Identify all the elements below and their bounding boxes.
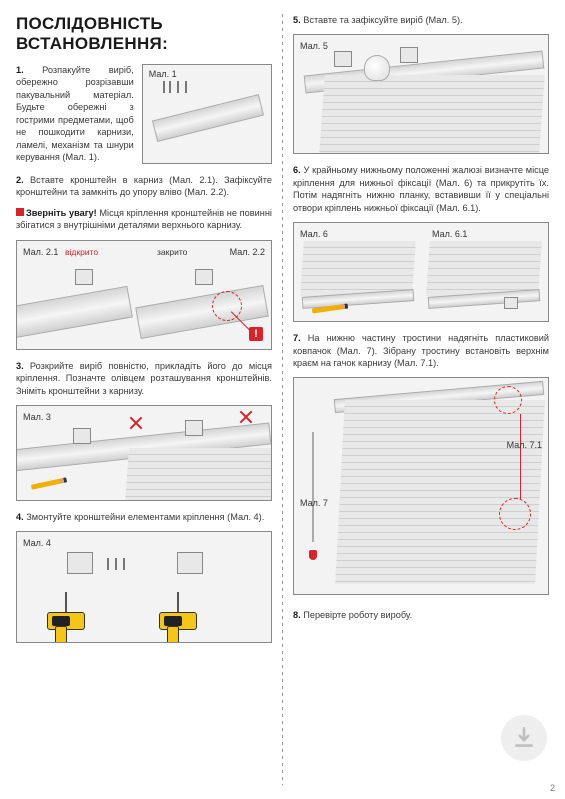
blinds-61 (426, 241, 542, 296)
rail-left (16, 286, 133, 338)
step-8-num: 8. (293, 610, 301, 620)
pencil-3 (31, 477, 67, 489)
red-x-b (239, 410, 253, 424)
wand-cap (309, 550, 317, 560)
step-1-body: Розпакуйте виріб, обережно розрізавши па… (16, 65, 134, 162)
step-1-num: 1. (16, 65, 24, 75)
step-7-text: 7. На нижню частину тростини надягніть п… (293, 332, 549, 369)
wand-rod (312, 432, 314, 542)
step-6-body: У крайньому нижньому положенні жалюзі ви… (293, 165, 549, 212)
figure-open-label: відкрито (65, 247, 98, 257)
figure-4: Мал. 4 (16, 531, 272, 643)
step-5-num: 5. (293, 15, 301, 25)
figure-3: Мал. 3 (16, 405, 272, 501)
rail-graphic (152, 94, 264, 142)
step-5-text: 5. Вставте та зафіксуйте виріб (Мал. 5). (293, 14, 549, 26)
step-7-num: 7. (293, 333, 301, 343)
figure-1: Мал. 1 (142, 64, 272, 164)
blinds-5 (319, 75, 544, 153)
red-x-a (129, 416, 143, 430)
screws-graphic (163, 81, 203, 101)
figure-4-label: Мал. 4 (23, 538, 51, 548)
callout-71-line (520, 414, 521, 500)
step-3-num: 3. (16, 361, 24, 371)
figure-7: Мал. 7 Мал. 7.1 (293, 377, 549, 595)
left-column: ПОСЛІДОВНІСТЬ ВСТАНОВЛЕННЯ: 1. Розпакуйт… (16, 14, 282, 785)
figure-2: Мал. 2.1 відкрито закрито Мал. 2.2 ! (16, 240, 272, 350)
step-4-body: Змонтуйте кронштейни елементами кріпленн… (26, 512, 264, 522)
bracket-closed (195, 269, 213, 285)
exclamation-badge: ! (249, 327, 263, 341)
step-6-text: 6. У крайньому нижньому положенні жалюзі… (293, 164, 549, 214)
step-5-body: Вставте та зафіксуйте виріб (Мал. 5). (303, 15, 462, 25)
page: ПОСЛІДОВНІСТЬ ВСТАНОВЛЕННЯ: 1. Розпакуйт… (0, 0, 565, 799)
bracket-3a (73, 428, 91, 444)
figure-21-label: Мал. 2.1 (23, 247, 58, 257)
blinds-7 (335, 400, 545, 584)
drill-b (159, 600, 209, 640)
blinds-3 (125, 448, 272, 501)
bracket-4b (177, 552, 203, 574)
download-watermark (501, 715, 547, 761)
figure-1-label: Мал. 1 (149, 69, 177, 79)
bracket-4a (67, 552, 93, 574)
hand-5 (364, 55, 390, 81)
step-2-num: 2. (16, 175, 24, 185)
step-6-num: 6. (293, 165, 301, 175)
step-1-text: 1. Розпакуйте виріб, обережно розрізавши… (16, 64, 134, 163)
figure-22-label: Мал. 2.2 (230, 247, 265, 257)
bracket-open (75, 269, 93, 285)
blinds-6 (300, 241, 416, 296)
drill-a (47, 600, 97, 640)
step-3-body: Розкрийте виріб повністю, прикладіть йог… (16, 361, 272, 396)
page-title: ПОСЛІДОВНІСТЬ ВСТАНОВЛЕННЯ: (16, 14, 272, 54)
bottom-clip (504, 297, 518, 309)
figure-closed-label: закрито (157, 247, 187, 257)
figure-6: Мал. 6 Мал. 6.1 (293, 222, 549, 322)
page-number: 2 (550, 783, 555, 793)
download-icon (511, 725, 537, 751)
step-2-text: 2. Вставте кронштейн в карниз (Мал. 2.1)… (16, 174, 272, 199)
figure-71-label: Мал. 7.1 (507, 440, 542, 450)
step-8-text: 8. Перевірте роботу виробу. (293, 609, 549, 621)
bracket-5a (334, 51, 352, 67)
step-1-row: 1. Розпакуйте виріб, обережно розрізавши… (16, 64, 272, 174)
step-2-warning: Зверніть увагу! Місця кріплення кронштей… (16, 207, 272, 232)
bracket-3b (185, 420, 203, 436)
figure-7-label: Мал. 7 (300, 498, 328, 508)
figure-5: Мал. 5 (293, 34, 549, 154)
figure-5-label: Мал. 5 (300, 41, 328, 51)
step-2-body: Вставте кронштейн в карниз (Мал. 2.1). З… (16, 175, 272, 197)
callout-circle (212, 291, 242, 321)
bracket-5b (400, 47, 418, 63)
figure-61-label: Мал. 6.1 (432, 229, 467, 239)
figure-6-label: Мал. 6 (300, 229, 328, 239)
step-4-text: 4. Змонтуйте кронштейни елементами кріпл… (16, 511, 272, 523)
warning-icon (16, 208, 24, 216)
step-4-num: 4. (16, 512, 24, 522)
figure-3-label: Мал. 3 (23, 412, 51, 422)
step-7-body: На нижню частину тростини надягніть плас… (293, 333, 549, 368)
right-column: 5. Вставте та зафіксуйте виріб (Мал. 5).… (283, 14, 549, 785)
step-3-text: 3. Розкрийте виріб повністю, прикладіть … (16, 360, 272, 397)
screws-4 (107, 558, 147, 578)
step-8-body: Перевірте роботу виробу. (303, 610, 412, 620)
warning-label: Зверніть увагу! (26, 208, 97, 218)
